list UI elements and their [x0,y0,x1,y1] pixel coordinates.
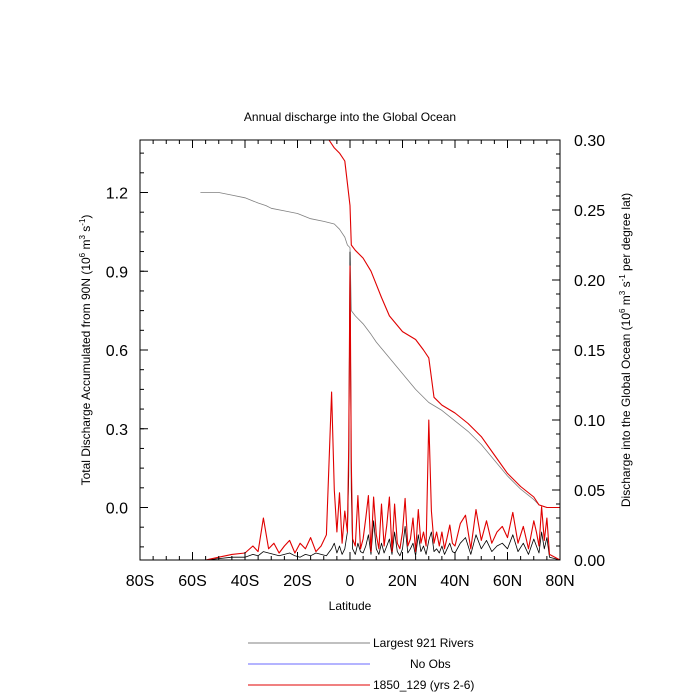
x-tick-label: 40N [440,573,469,590]
legend-label-0: Largest 921 Rivers [373,636,474,650]
y-left-tick-label: 0.6 [106,343,128,360]
x-axis-label: Latitude [329,599,372,613]
y-right-tick-label: 0.00 [574,553,605,570]
x-tick-label: 40S [231,573,259,590]
legend-label-2: 1850_129 (yrs 2-6) [373,678,474,692]
x-tick-label: 20S [283,573,311,590]
x-tick-label: 80N [545,573,574,590]
y-left-tick-label: 1.2 [106,186,128,203]
x-tick-label: 20N [388,573,417,590]
y-left-tick-label: 0.3 [106,422,128,439]
chart-title: Annual discharge into the Global Ocean [244,110,456,124]
series-line-0 [200,192,560,508]
legend: Largest 921 Rivers No Obs 1850_129 (yrs 2-… [248,636,474,692]
y-left-tick-label: 0.9 [106,264,128,281]
y-left-tick-label: 0.0 [106,501,128,518]
series-line-4 [140,265,560,560]
series-line-3 [140,251,560,560]
legend-label-1: No Obs [410,657,451,671]
series-line-2 [328,140,560,509]
y-axis-label-left: Total Discharge Accumulated from 90N (10… [78,215,93,486]
y-right-tick-label: 0.05 [574,483,605,500]
x-tick-label: 0 [346,573,355,590]
x-tick-label: 60S [178,573,206,590]
y-right-tick-label: 0.20 [574,273,605,290]
x-tick-label: 60N [493,573,522,590]
y-axis-label-right: Discharge into the Global Ocean (106 m3 … [618,193,633,507]
y-right-tick-label: 0.30 [574,133,605,150]
x-tick-label: 80S [126,573,154,590]
y-right-tick-label: 0.15 [574,343,605,360]
y-right-tick-label: 0.10 [574,413,605,430]
y-right-tick-label: 0.25 [574,203,605,220]
